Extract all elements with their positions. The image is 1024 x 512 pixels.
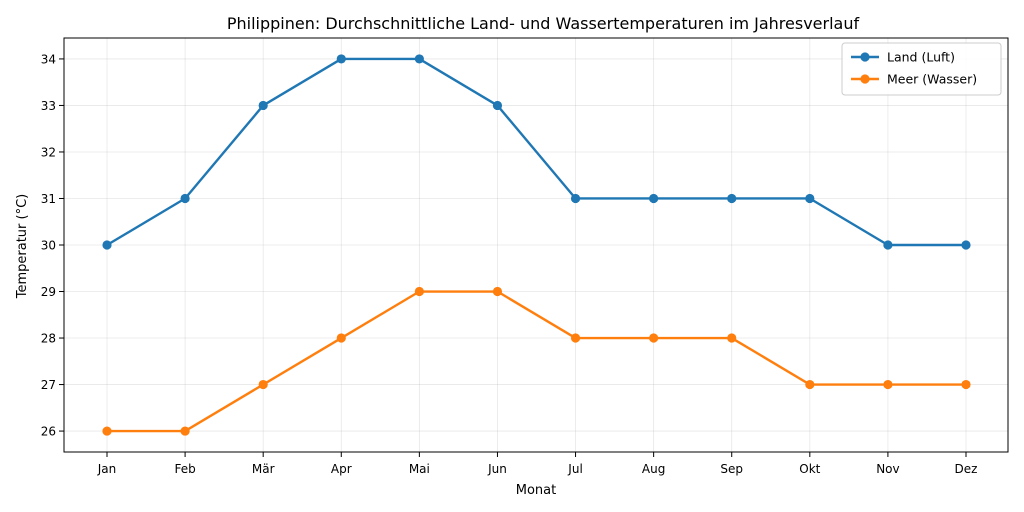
data-point <box>883 379 893 390</box>
x-axis-ticks: Jan Feb Mär Apr Mai Jun Jul Aug Sep Okt Nov Dez <box>97 452 978 476</box>
data-point <box>102 240 112 250</box>
x-tick-label: Feb <box>174 462 195 476</box>
x-tick-label: Nov <box>876 462 899 476</box>
y-tick-label: 32 <box>41 145 56 159</box>
chart-title: Philippinen: Durchschnittliche Land- und… <box>227 14 860 33</box>
x-tick-label: Jul <box>567 462 582 476</box>
data-point <box>961 240 971 250</box>
series-line <box>105 57 968 247</box>
data-point <box>102 426 112 436</box>
x-tick-label: Jan <box>97 462 117 476</box>
data-point <box>727 333 737 343</box>
data-point <box>805 193 815 204</box>
data-point <box>258 379 268 390</box>
data-point <box>336 333 346 343</box>
x-axis-label: Monat <box>516 483 556 498</box>
data-point <box>336 54 346 64</box>
x-tick-label: Apr <box>331 462 352 476</box>
y-tick-label: 29 <box>41 285 56 299</box>
data-point <box>570 193 581 204</box>
y-tick-label: 26 <box>41 425 56 439</box>
data-point <box>180 426 190 436</box>
y-tick-label: 33 <box>41 99 56 113</box>
x-tick-label: Dez <box>955 462 978 476</box>
x-tick-label: Aug <box>642 462 665 476</box>
legend-label: Land (Luft) <box>887 50 955 65</box>
data-series <box>102 54 971 436</box>
x-tick-label: Okt <box>799 462 820 476</box>
y-tick-label: 30 <box>41 239 56 253</box>
data-point <box>883 240 893 250</box>
data-point <box>805 379 815 390</box>
y-tick-label: 31 <box>41 192 56 206</box>
data-point <box>570 333 581 343</box>
legend-box <box>841 42 1002 96</box>
y-axis-ticks: 26 27 28 29 30 31 32 33 34 <box>41 52 64 439</box>
legend-item: Meer (Wasser) <box>851 72 977 87</box>
legend-label: Meer (Wasser) <box>887 72 977 87</box>
x-tick-label: Sep <box>720 462 743 476</box>
x-tick-label: Jun <box>487 462 507 476</box>
y-tick-label: 28 <box>41 332 56 346</box>
x-tick-label: Mär <box>252 462 275 476</box>
y-tick-label: 27 <box>41 378 56 392</box>
data-point <box>414 286 424 297</box>
data-point <box>492 286 503 297</box>
data-point <box>492 100 503 111</box>
legend-marker <box>860 74 870 84</box>
legend-marker <box>860 52 870 62</box>
data-point <box>180 193 190 204</box>
y-axis-label: Temperatur (°C) <box>15 194 30 300</box>
y-tick-label: 34 <box>41 52 56 66</box>
legend-item: Land (Luft) <box>851 50 955 65</box>
series-land <box>102 54 971 250</box>
series-meer <box>102 286 971 436</box>
x-tick-label: Mai <box>409 462 430 476</box>
data-point <box>727 193 737 204</box>
data-point <box>649 333 659 343</box>
series-line <box>105 290 968 433</box>
data-point <box>649 193 659 204</box>
legend: Land (Luft) Meer (Wasser) <box>841 42 1002 96</box>
data-point <box>414 54 424 64</box>
data-point <box>258 100 268 111</box>
data-point <box>961 379 971 390</box>
